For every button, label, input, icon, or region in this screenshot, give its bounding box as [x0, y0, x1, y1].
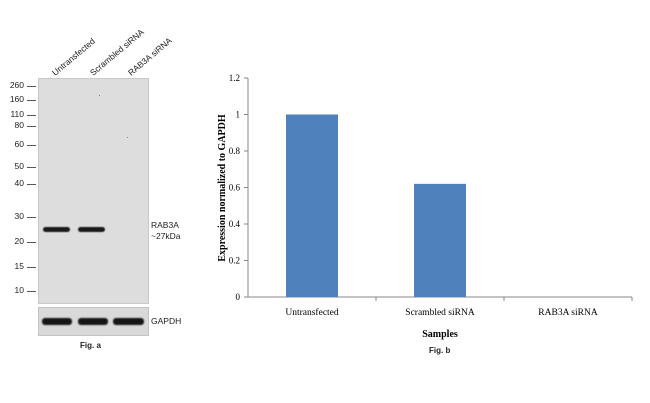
mw-marker-10: 10	[14, 285, 24, 295]
x-tick-label: Scrambled siRNA	[405, 308, 475, 318]
mw-tick	[27, 242, 36, 243]
band-scrambled-sirna	[78, 227, 105, 232]
bar-scrambled-sirna	[414, 183, 466, 297]
mw-marker-160: 160	[9, 94, 24, 104]
band-label-protein: RAB3A	[151, 220, 179, 230]
mw-tick	[27, 217, 36, 218]
mw-tick	[27, 291, 36, 292]
mw-tick	[27, 167, 36, 168]
band-label-mw: ~27kDa	[151, 231, 181, 241]
figure-caption-b: Fig. b	[429, 346, 451, 355]
mw-tick	[27, 267, 36, 268]
mw-tick	[27, 86, 36, 87]
x-tick-label: RAB3A siRNA	[538, 308, 598, 318]
bar-untransfected	[286, 114, 338, 297]
mw-marker-20: 20	[14, 236, 24, 246]
y-tick-group: 0 0.2 0.4 0.6 0.8 1 1.2	[229, 73, 248, 302]
y-tick-label: 0.2	[229, 256, 240, 266]
mw-marker-15: 15	[14, 261, 24, 271]
y-tick-label: 0	[236, 292, 241, 302]
gapdh-strip	[38, 307, 149, 336]
y-tick-label: 0.8	[229, 146, 241, 156]
x-tick-group: Untransfected Scrambled siRNA RAB3A siRNA	[285, 297, 633, 318]
band-label: RAB3A ~27kDa	[151, 220, 181, 242]
mw-marker-30: 30	[14, 211, 24, 221]
mw-marker-80: 80	[14, 120, 24, 130]
y-axis-title: Expression normalized to GAPDH	[217, 114, 228, 262]
mw-marker-60: 60	[14, 139, 24, 149]
mw-marker-40: 40	[14, 178, 24, 188]
y-tick-label: 1.2	[229, 73, 240, 83]
x-tick-label: Untransfected	[285, 307, 339, 318]
bar-chart: 0 0.2 0.4 0.6 0.8 1 1.2 Untransfected Scrambled…	[217, 73, 633, 340]
loading-control-label: GAPDH	[151, 316, 182, 326]
mw-marker-50: 50	[14, 161, 24, 171]
blot-speck	[127, 137, 128, 138]
gapdh-band-scrambled	[78, 318, 108, 325]
mw-tick	[27, 115, 36, 116]
mw-marker-110: 110	[10, 109, 24, 119]
mw-marker-260: 260	[9, 80, 24, 90]
y-tick-label: 1	[236, 110, 241, 120]
bar-group	[286, 114, 466, 297]
x-axis-title: Samples	[422, 329, 458, 340]
gapdh-band-untransfected	[42, 318, 72, 325]
mw-tick	[27, 184, 36, 185]
y-tick-label: 0.4	[229, 219, 241, 229]
mw-tick	[27, 100, 36, 101]
blot-membrane	[38, 78, 149, 304]
gapdh-band-rab3a-sirna	[113, 318, 144, 325]
blot-speck	[99, 95, 100, 96]
figure-caption-a: Fig. a	[80, 341, 101, 350]
mw-tick	[27, 126, 36, 127]
y-tick-label: 0.6	[229, 183, 241, 193]
mw-tick	[27, 145, 36, 146]
band-untransfected	[43, 227, 70, 232]
